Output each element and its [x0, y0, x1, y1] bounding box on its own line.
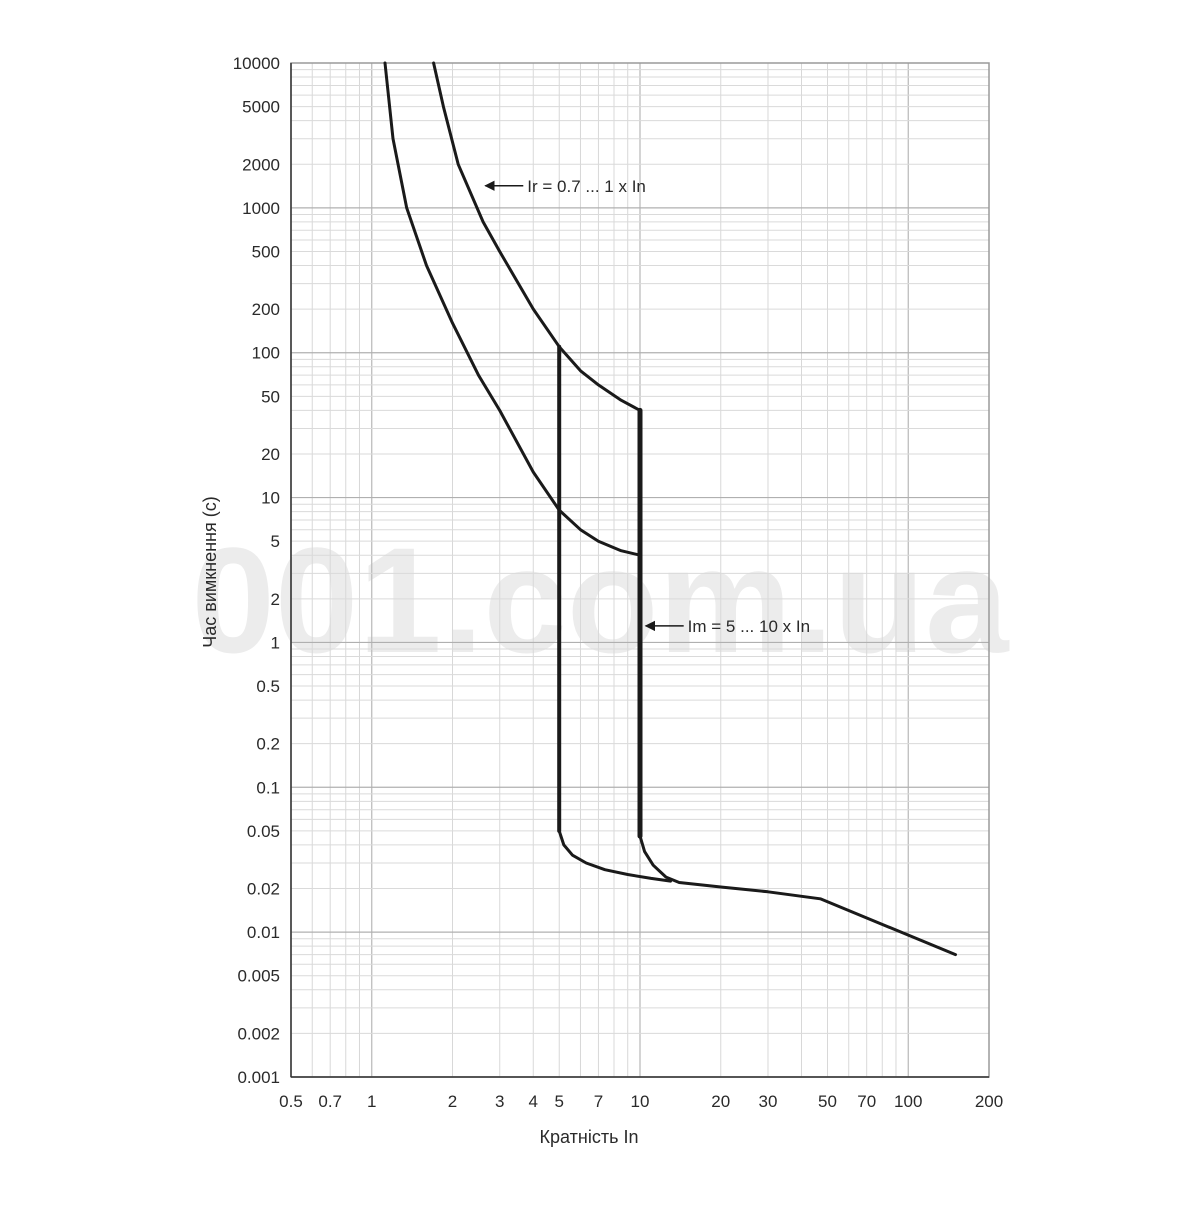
y-tick-label: 100 [252, 344, 280, 363]
series-lower-curve [383, 61, 642, 557]
series-layer [383, 61, 957, 957]
y-tick-label: 10 [261, 489, 280, 508]
tick-labels: 0.5 0.7 1 2 3 4 5 7 10 20 30 50 70 100 200100005000200… [233, 54, 1003, 1111]
series-instantaneous-5 [557, 829, 673, 883]
x-tick-label: 20 [711, 1092, 730, 1111]
y-tick-label: 0.002 [237, 1024, 280, 1043]
y-tick-label: 2 [271, 590, 280, 609]
x-axis-title: Кратність In [540, 1127, 639, 1147]
x-tick-label: 100 [894, 1092, 922, 1111]
y-axis-title: Час вимкнення (с) [200, 496, 220, 647]
y-tick-label: 20 [261, 445, 280, 464]
y-tick-label: 0.01 [247, 923, 280, 942]
x-tick-label: 5 [555, 1092, 564, 1111]
x-tick-label: 4 [529, 1092, 538, 1111]
annotations: Ir = 0.7 ... 1 x In Im = 5 ... 10 x In [484, 177, 810, 636]
x-tick-label: 0.5 [279, 1092, 303, 1111]
y-tick-label: 0.1 [256, 778, 280, 797]
y-tick-label: 0.5 [256, 677, 280, 696]
x-tick-label: 30 [759, 1092, 778, 1111]
x-tick-label: 70 [857, 1092, 876, 1111]
y-tick-label: 0.02 [247, 880, 280, 899]
series-upper-curve [432, 61, 642, 412]
y-tick-label: 500 [252, 242, 280, 261]
y-tick-label: 0.005 [237, 967, 280, 986]
x-tick-label: 1 [367, 1092, 376, 1111]
annotation-label-ir: Ir = 0.7 ... 1 x In [527, 177, 646, 196]
x-tick-label: 7 [594, 1092, 603, 1111]
y-tick-label: 0.001 [237, 1068, 280, 1087]
y-tick-label: 50 [261, 387, 280, 406]
x-tick-label: 10 [631, 1092, 650, 1111]
y-tick-label: 0.05 [247, 822, 280, 841]
x-tick-label: 2 [448, 1092, 457, 1111]
y-tick-label: 2000 [242, 155, 280, 174]
y-tick-label: 200 [252, 300, 280, 319]
annotation-label-im: Im = 5 ... 10 x In [688, 617, 810, 636]
series-instantaneous-10 [638, 834, 957, 957]
plot-frame [290, 62, 990, 1078]
y-tick-label: 5 [271, 532, 280, 551]
y-tick-label: 1000 [242, 199, 280, 218]
y-tick-label: 10000 [233, 54, 280, 73]
x-tick-label: 50 [818, 1092, 837, 1111]
x-tick-label: 200 [975, 1092, 1003, 1111]
x-tick-label: 3 [495, 1092, 504, 1111]
y-tick-label: 5000 [242, 98, 280, 117]
y-tick-label: 1 [271, 633, 280, 652]
y-tick-label: 0.2 [256, 735, 280, 754]
x-tick-label: 0.7 [318, 1092, 342, 1111]
